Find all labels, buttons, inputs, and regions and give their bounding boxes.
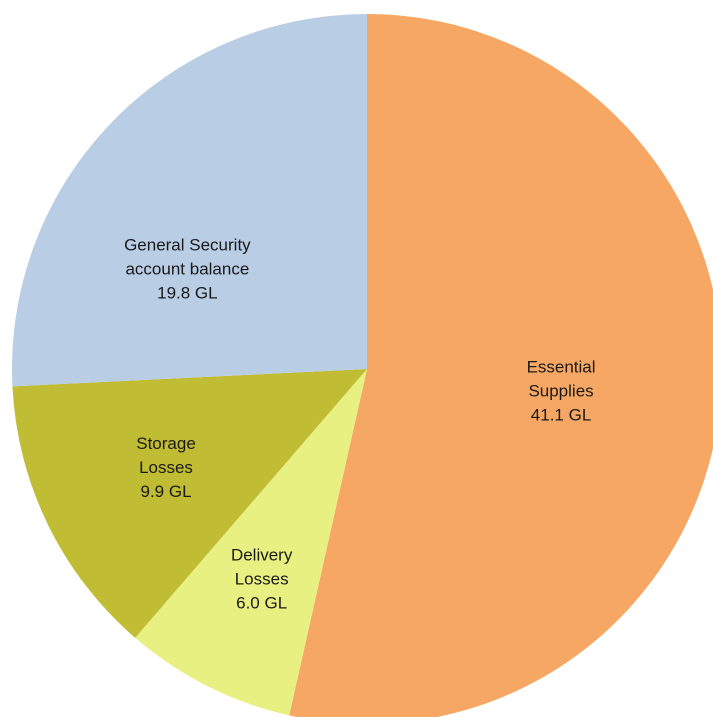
- slice-label-line: General Security: [124, 235, 251, 254]
- slice-label: General Security account balance 19.8 GL: [124, 235, 251, 302]
- slice-label: Storage Losses 9.9 GL: [136, 434, 196, 501]
- pie-slice-general-security-account-balance: [11, 14, 367, 387]
- slice-label-line: Losses: [235, 569, 289, 588]
- slice-label: Essential Supplies 41.1 GL: [527, 358, 596, 425]
- slice-label-line: 41.1 GL: [531, 406, 592, 425]
- slice-label-line: Losses: [139, 458, 193, 477]
- slice-label: Delivery Losses 6.0 GL: [231, 545, 293, 612]
- pie-slice-delivery-losses: [135, 369, 367, 716]
- slice-label-line: 19.8 GL: [157, 283, 218, 302]
- pie-slice-storage-losses: [12, 369, 368, 638]
- slice-label-line: Storage: [136, 434, 196, 453]
- pie-slice-essential-supplies: [289, 14, 713, 717]
- slice-label-line: Delivery: [231, 545, 293, 564]
- slice-label-line: Essential: [527, 358, 596, 377]
- slice-label-line: Supplies: [528, 382, 593, 401]
- slice-label-line: 6.0 GL: [236, 593, 287, 612]
- slice-label-line: account balance: [125, 259, 249, 278]
- slice-label-line: 9.9 GL: [140, 482, 191, 501]
